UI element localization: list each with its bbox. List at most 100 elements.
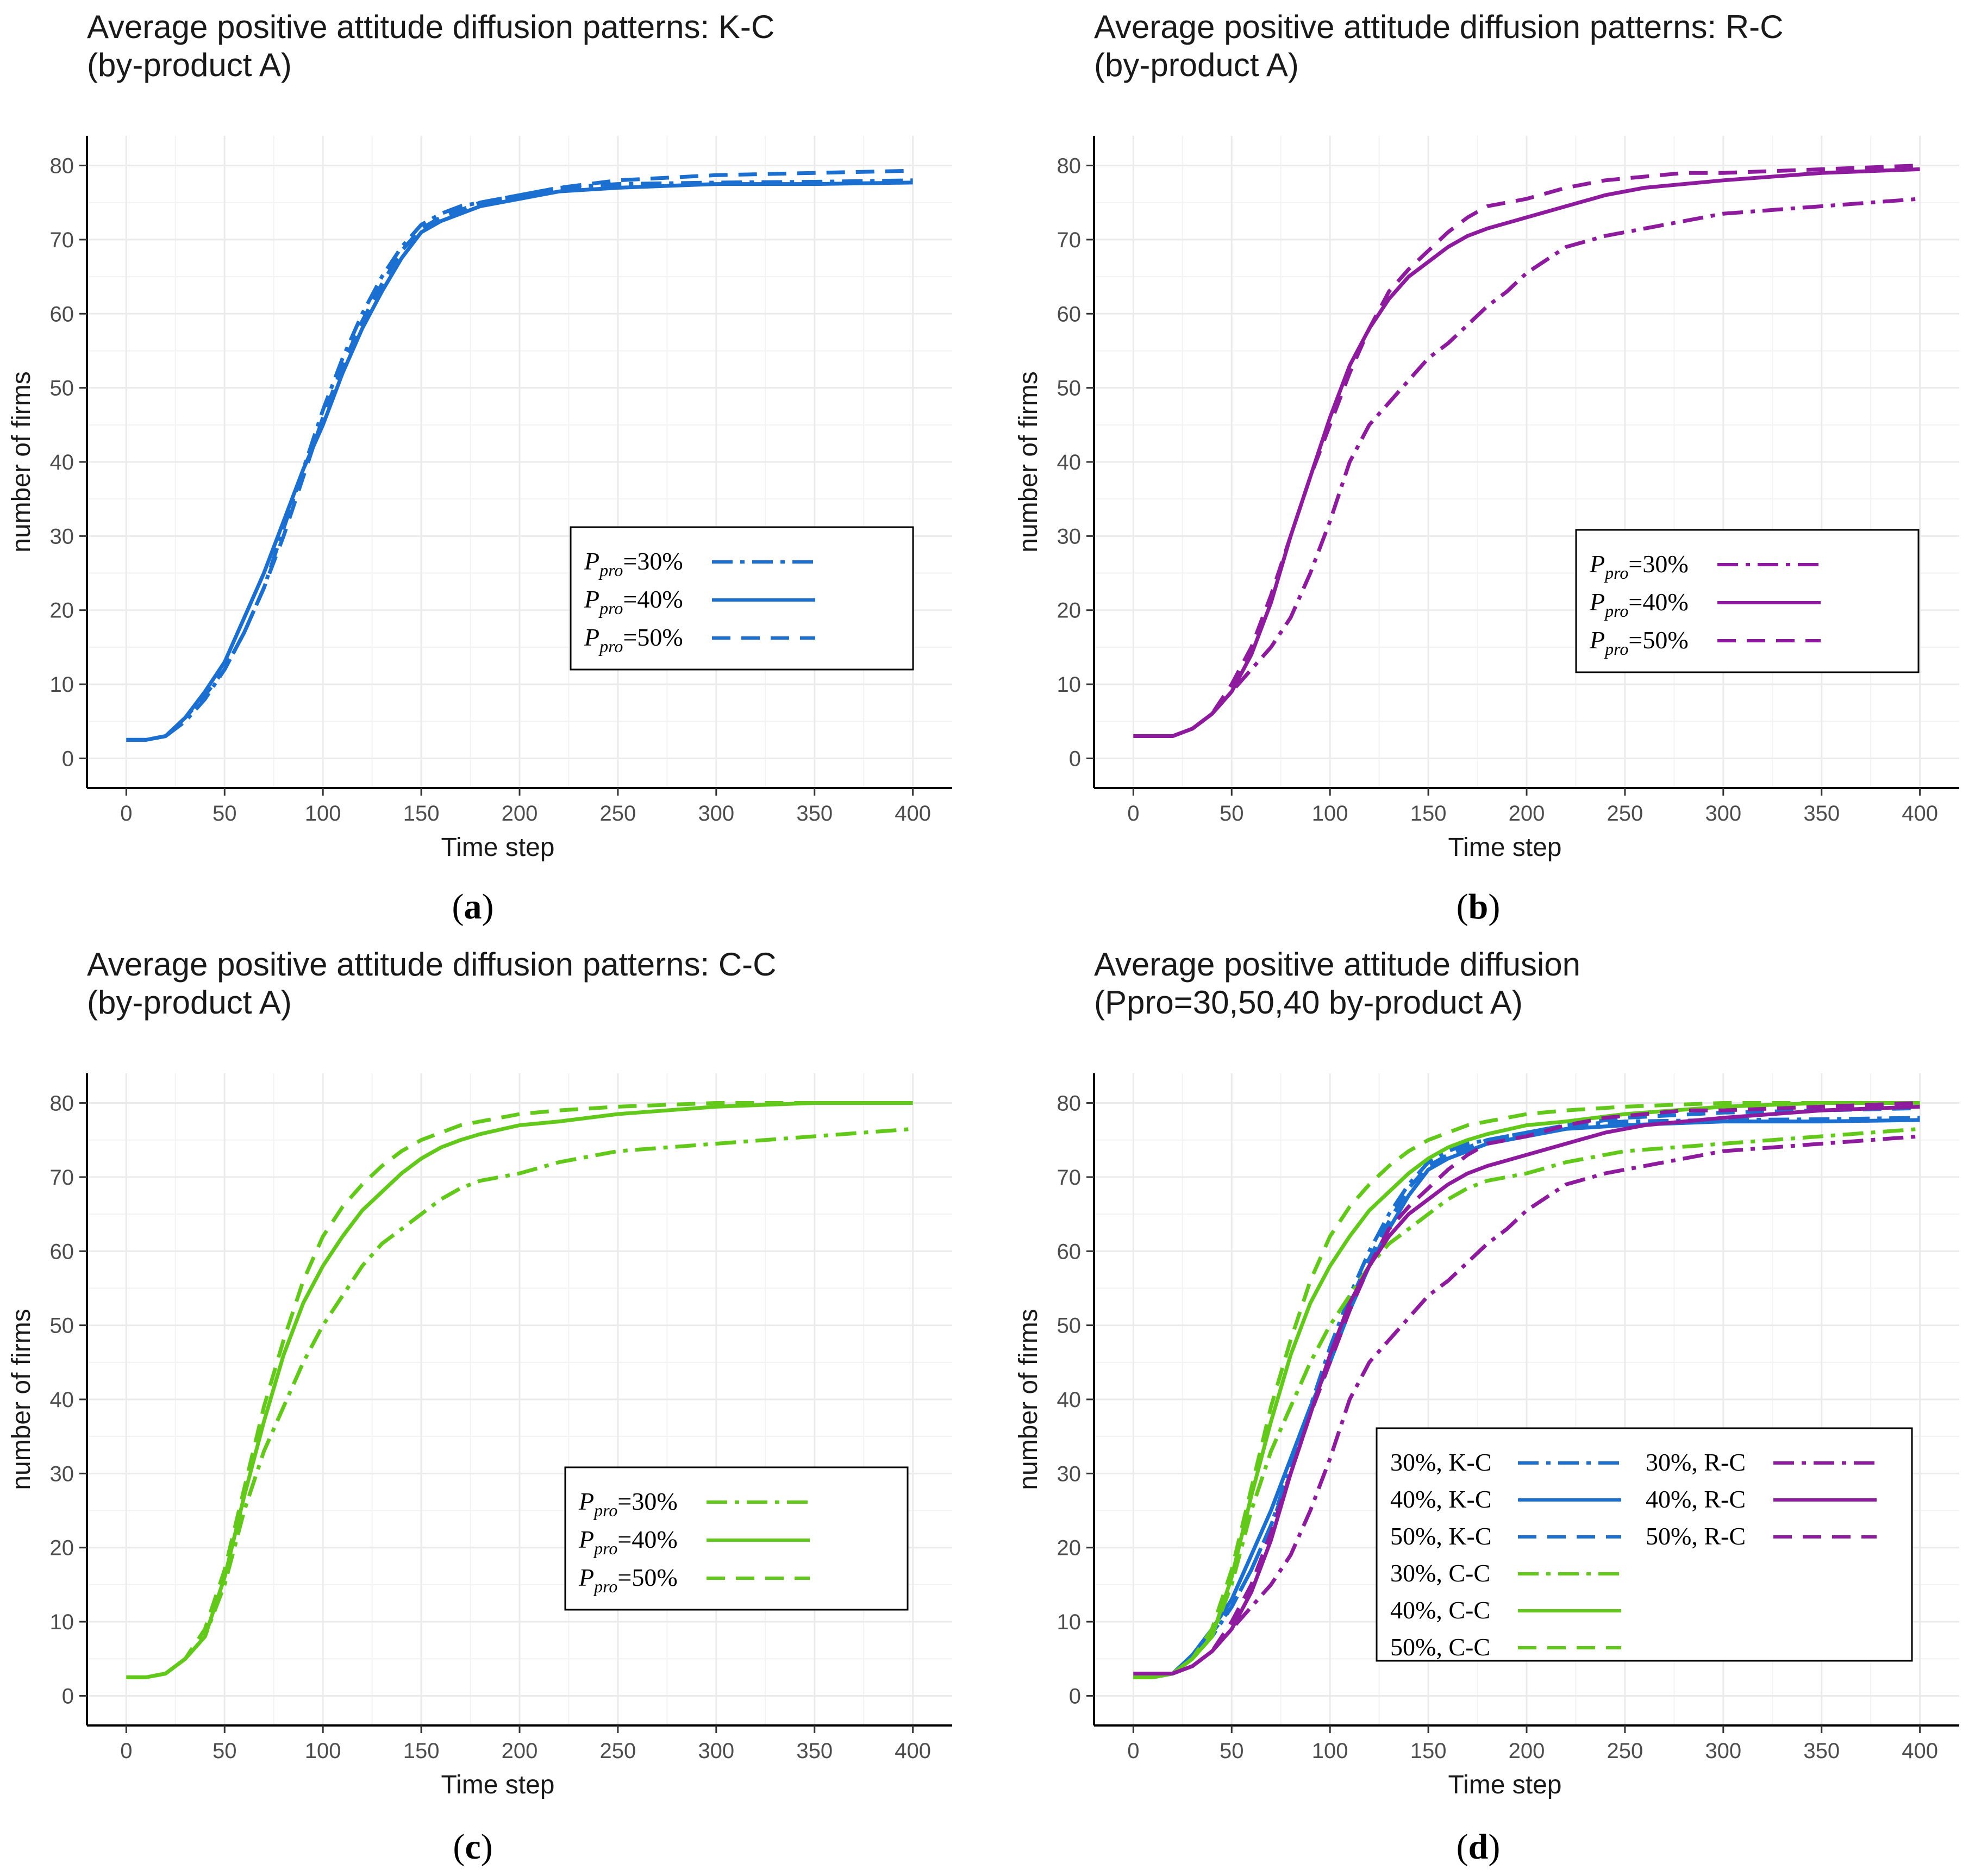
panel-d-title: Average positive attitude diffusion (Ppro… [1094, 946, 1580, 1021]
legend-b: Ppro=30% Ppro=40% Ppro=50% [1575, 529, 1920, 673]
x-tick-label: 250 [1607, 802, 1643, 826]
legend-c: Ppro=30% Ppro=40% Ppro=50% [564, 1466, 909, 1611]
y-axis-title: number of firms [1014, 371, 1043, 552]
x-axis-title: Time step [441, 833, 555, 862]
y-tick-label: 20 [1057, 599, 1082, 623]
legend-box [1376, 1427, 1913, 1662]
y-tick-label: 20 [50, 599, 74, 623]
legend-label: 30%, C-C [1390, 1559, 1490, 1587]
legend-label: 50%, C-C [1390, 1633, 1490, 1661]
panel-b-title: Average positive attitude diffusion patt… [1094, 9, 1784, 83]
legend-label: Ppro=50% [578, 1564, 678, 1596]
legend-label: 30%, R-C [1646, 1448, 1746, 1476]
panel-caption: (a) [452, 887, 494, 927]
y-tick-label: 0 [1069, 747, 1081, 771]
x-tick-label: 400 [895, 1739, 931, 1763]
series-line-CC50 [1133, 1101, 1920, 1679]
panel-caption: (c) [453, 1827, 492, 1867]
x-axis-title: Time step [1448, 1771, 1562, 1799]
y-tick-label: 10 [1057, 673, 1082, 697]
y-tick-label: 50 [50, 377, 74, 401]
x-tick-label: 400 [895, 802, 931, 826]
panel-b: Average positive attitude diffusion patt… [1014, 9, 1959, 927]
y-tick-label: 70 [50, 1166, 74, 1190]
y-tick-label: 70 [1057, 228, 1082, 252]
panel-c: Average positive attitude diffusion patt… [7, 946, 952, 1867]
y-tick-label: 80 [50, 1092, 74, 1116]
legend-label: Ppro=30% [584, 547, 683, 580]
y-tick-label: 30 [1057, 1462, 1082, 1486]
panel-a: Average positive attitude diffusion patt… [7, 9, 952, 927]
x-tick-label: 350 [796, 802, 833, 826]
y-tick-label: 30 [50, 1462, 74, 1486]
x-tick-label: 400 [1902, 802, 1938, 826]
panel-caption: (b) [1457, 887, 1501, 927]
y-tick-label: 70 [50, 228, 74, 252]
y-tick-label: 40 [50, 1388, 74, 1412]
x-tick-label: 250 [600, 802, 636, 826]
y-tick-label: 80 [50, 154, 74, 178]
y-tick-label: 10 [50, 673, 74, 697]
y-tick-label: 20 [1057, 1536, 1082, 1560]
x-tick-label: 200 [1509, 802, 1545, 826]
y-axis-title: number of firms [7, 371, 36, 552]
x-tick-label: 50 [212, 802, 237, 826]
series-line-RC50 [1133, 164, 1920, 738]
y-tick-label: 70 [1057, 1166, 1082, 1190]
y-tick-label: 50 [1057, 1314, 1082, 1338]
x-tick-label: 50 [1220, 802, 1244, 826]
panel-c-title: Average positive attitude diffusion patt… [87, 946, 777, 1021]
x-tick-label: 150 [1410, 1739, 1447, 1763]
x-tick-label: 200 [502, 1739, 538, 1763]
x-tick-label: 200 [502, 802, 538, 826]
legend-label: 30%, K-C [1390, 1448, 1492, 1476]
x-axis-title: Time step [441, 1771, 555, 1799]
y-tick-label: 40 [1057, 451, 1082, 474]
x-tick-label: 50 [1220, 1739, 1244, 1763]
series-line-CC40 [126, 1101, 913, 1679]
legend-label: 50%, R-C [1646, 1522, 1746, 1550]
y-tick-label: 0 [62, 1684, 74, 1708]
y-axis-title: number of firms [7, 1309, 36, 1490]
y-tick-label: 60 [1057, 1240, 1082, 1264]
series-line-KC50 [126, 168, 913, 742]
series-line-CC50 [126, 1101, 913, 1679]
x-tick-label: 0 [1127, 802, 1139, 826]
y-tick-label: 60 [1057, 302, 1082, 326]
x-tick-label: 150 [403, 802, 440, 826]
legend-label: Ppro=40% [578, 1525, 678, 1558]
series-line-KC30 [126, 178, 913, 742]
legend-label: 40%, R-C [1646, 1485, 1746, 1513]
y-tick-label: 80 [1057, 1092, 1082, 1116]
x-tick-label: 250 [1607, 1739, 1643, 1763]
y-tick-label: 40 [1057, 1388, 1082, 1412]
legend-d: 30%, K-C 40%, K-C 50%, K-C 30%, C-C 40%, C-C… [1376, 1427, 1913, 1662]
y-tick-label: 10 [1057, 1610, 1082, 1634]
x-tick-label: 100 [305, 802, 341, 826]
x-tick-label: 150 [403, 1739, 440, 1763]
x-tick-label: 0 [120, 1739, 132, 1763]
x-tick-label: 300 [1705, 802, 1741, 826]
legend-label: Ppro=40% [584, 585, 683, 618]
legend-label: Ppro=50% [1589, 626, 1689, 659]
legend-a: Ppro=30% Ppro=40% Ppro=50% [570, 526, 914, 671]
x-tick-label: 150 [1410, 802, 1447, 826]
x-tick-label: 350 [1803, 1739, 1840, 1763]
x-tick-label: 300 [698, 802, 734, 826]
x-axis-title: Time step [1448, 833, 1562, 862]
x-tick-label: 350 [796, 1739, 833, 1763]
y-tick-label: 0 [1069, 1684, 1081, 1708]
y-tick-label: 50 [1057, 377, 1082, 401]
x-tick-label: 350 [1803, 802, 1840, 826]
x-tick-label: 100 [1312, 802, 1348, 826]
series-line-CC40 [1133, 1101, 1920, 1679]
x-tick-label: 100 [305, 1739, 341, 1763]
y-tick-label: 50 [50, 1314, 74, 1338]
x-tick-label: 300 [1705, 1739, 1741, 1763]
x-tick-label: 0 [1127, 1739, 1139, 1763]
y-tick-label: 20 [50, 1536, 74, 1560]
panel-d: Average positive attitude diffusion (Ppro… [1014, 946, 1959, 1867]
legend-box [570, 526, 914, 671]
y-tick-label: 0 [62, 747, 74, 771]
